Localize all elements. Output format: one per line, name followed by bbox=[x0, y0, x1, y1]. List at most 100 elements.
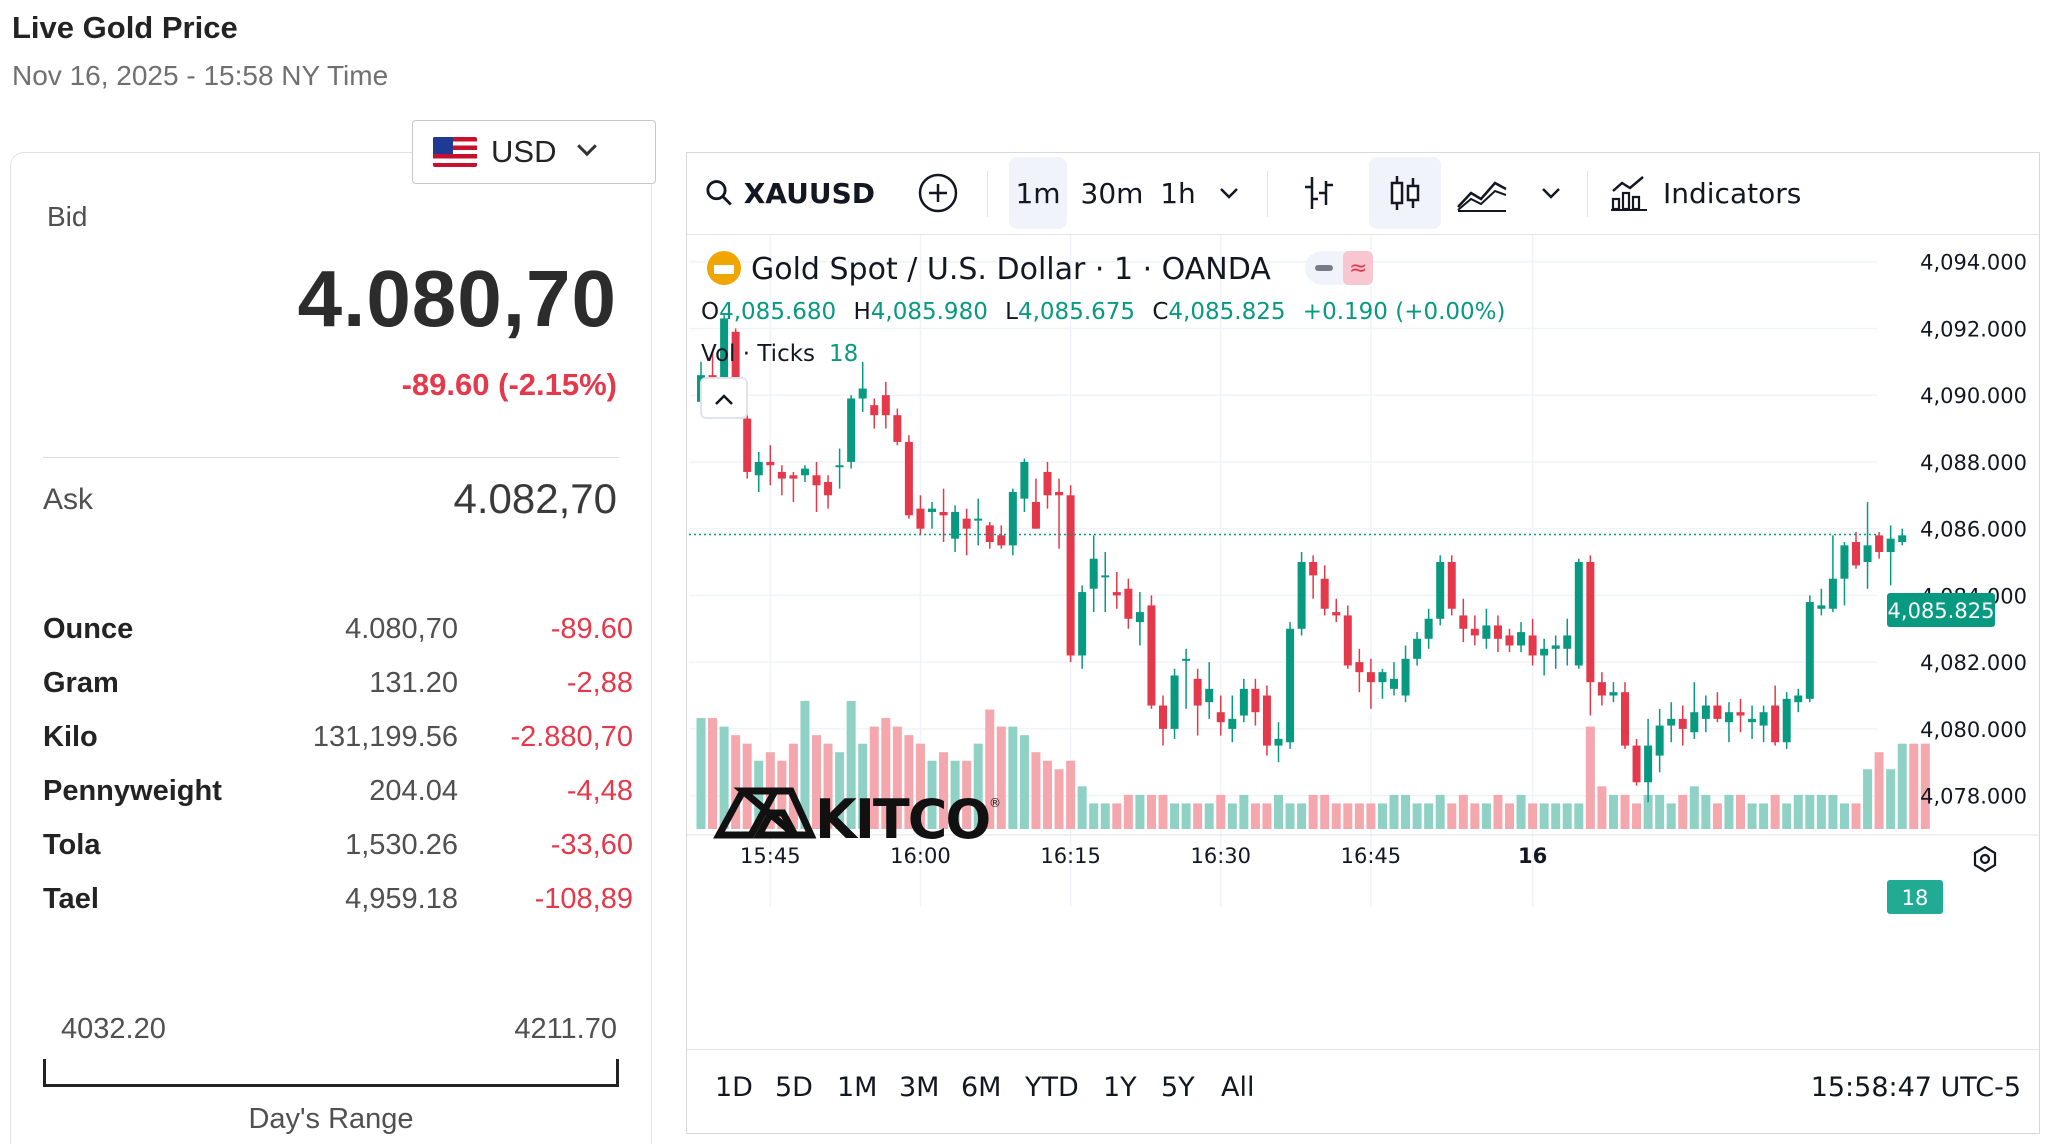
candle bbox=[1713, 692, 1722, 723]
volume-bar bbox=[1712, 803, 1722, 829]
volume-bar bbox=[719, 726, 729, 829]
kitco-logo: KITCO ® bbox=[713, 787, 1001, 851]
time-tick-label: 16:00 bbox=[890, 844, 951, 868]
volume-bar bbox=[927, 760, 937, 829]
candle bbox=[1309, 555, 1318, 599]
svg-text:KITCO: KITCO bbox=[815, 788, 989, 851]
range-5y[interactable]: 5Y bbox=[1161, 1072, 1195, 1103]
unit-name: Ounce bbox=[43, 613, 134, 645]
compare-add-button[interactable] bbox=[913, 157, 963, 229]
candlestick-icon bbox=[1390, 176, 1420, 210]
area-style-button[interactable] bbox=[1447, 157, 1517, 229]
volume-bar bbox=[1262, 803, 1272, 829]
candle bbox=[997, 525, 1006, 549]
volume-bar bbox=[1377, 803, 1387, 829]
chevron-down-icon bbox=[1220, 188, 1238, 199]
unit-price: 1,530.26 bbox=[345, 829, 458, 861]
volume-bar bbox=[1643, 794, 1653, 829]
candle bbox=[893, 408, 902, 446]
candle bbox=[1447, 555, 1456, 616]
candle bbox=[1135, 592, 1144, 646]
range-6m[interactable]: 6M bbox=[961, 1072, 1002, 1103]
range-3m[interactable]: 3M bbox=[899, 1072, 940, 1103]
candle bbox=[1724, 702, 1733, 743]
page-subtitle: Nov 16, 2025 - 15:58 NY Time bbox=[12, 60, 389, 91]
range-1d[interactable]: 1D bbox=[715, 1072, 753, 1103]
interval-dropdown[interactable] bbox=[1209, 157, 1249, 229]
candle bbox=[928, 501, 936, 529]
candle bbox=[1482, 608, 1491, 649]
price-tick-label: 4,090.000 bbox=[1920, 384, 2027, 408]
candle bbox=[1805, 595, 1814, 703]
candle bbox=[1875, 532, 1884, 559]
volume-bar bbox=[1412, 803, 1422, 829]
volume-bar bbox=[1320, 794, 1330, 829]
range-1m[interactable]: 1M bbox=[837, 1072, 878, 1103]
candle bbox=[1632, 738, 1641, 786]
volume-bar bbox=[1297, 803, 1307, 829]
range-1y[interactable]: 1Y bbox=[1103, 1072, 1137, 1103]
unit-price: 204.04 bbox=[369, 775, 458, 807]
volume-bar bbox=[1193, 803, 1203, 829]
chart-style-dropdown[interactable] bbox=[1531, 157, 1571, 229]
volume-bar bbox=[823, 743, 833, 829]
volume-bar bbox=[1447, 803, 1457, 829]
bid-label: Bid bbox=[47, 201, 88, 232]
candle bbox=[1205, 662, 1214, 719]
interval-1h[interactable]: 1h bbox=[1160, 176, 1196, 210]
volume-bar bbox=[1828, 794, 1838, 829]
symbol-search[interactable]: XAUUSD bbox=[705, 157, 875, 229]
candle bbox=[1390, 662, 1398, 696]
candle bbox=[1840, 542, 1849, 606]
range-5d[interactable]: 5D bbox=[775, 1072, 813, 1103]
volume-bar bbox=[1608, 794, 1618, 829]
volume-bar bbox=[1620, 794, 1630, 829]
us-flag-icon bbox=[433, 137, 477, 167]
volume-bar bbox=[892, 726, 902, 829]
unit-row-kilo: Kilo 131,199.56 -2.880,70 bbox=[43, 721, 633, 775]
volume-bar bbox=[1689, 786, 1699, 829]
volume-bar bbox=[1863, 769, 1873, 829]
bar-style-button[interactable] bbox=[1291, 157, 1347, 229]
toolbar-separator bbox=[1267, 171, 1268, 217]
price-chart[interactable]: 4,094.000 4,092.000 4,090.000 4,088.000 4,08… bbox=[687, 235, 2040, 1053]
interval-1m[interactable]: 1m bbox=[1009, 157, 1067, 229]
candle bbox=[916, 495, 925, 536]
candle bbox=[1748, 705, 1757, 739]
candles-style-button[interactable] bbox=[1369, 157, 1441, 229]
volume-bar bbox=[1516, 794, 1526, 829]
volume-bar bbox=[1424, 803, 1434, 829]
unit-row-tola: Tola 1,530.26 -33,60 bbox=[43, 829, 633, 883]
svg-text:≈: ≈ bbox=[1349, 256, 1367, 281]
candle bbox=[1424, 608, 1433, 649]
volume-bar bbox=[904, 735, 914, 829]
candle bbox=[870, 398, 879, 429]
volume-bar bbox=[1874, 752, 1884, 829]
candle bbox=[1459, 598, 1468, 643]
candle bbox=[1540, 638, 1549, 676]
volume-bar bbox=[1043, 760, 1052, 829]
candle bbox=[1332, 598, 1341, 623]
price-tick-label: 4,088.000 bbox=[1920, 451, 2027, 475]
candle bbox=[1159, 695, 1167, 746]
chart-legend: Gold Spot / U.S. Dollar · 1 · OANDA ≈ O4… bbox=[700, 251, 1506, 419]
candle bbox=[1193, 668, 1202, 736]
volume-bar bbox=[869, 726, 879, 829]
candle bbox=[1286, 622, 1295, 749]
volume-bar bbox=[1331, 803, 1341, 829]
candle bbox=[1817, 588, 1826, 616]
candle bbox=[974, 498, 983, 546]
range-ytd[interactable]: YTD bbox=[1025, 1072, 1079, 1103]
unit-row-ounce: Ounce 4.080,70 -89.60 bbox=[43, 613, 633, 667]
volume-bar bbox=[973, 743, 983, 829]
currency-dropdown[interactable]: USD bbox=[412, 120, 656, 184]
indicators-button[interactable]: Indicators bbox=[1609, 157, 1819, 229]
chart-widget: XAUUSD 1m 30m 1h Indicators bbox=[686, 152, 2040, 1134]
gear-icon[interactable] bbox=[1973, 845, 1997, 873]
collapse-legend-button[interactable] bbox=[700, 377, 748, 419]
time-tick-label: 16:30 bbox=[1190, 844, 1251, 868]
interval-30m[interactable]: 30m bbox=[1080, 176, 1144, 210]
unit-change: -33,60 bbox=[550, 829, 633, 861]
range-all[interactable]: All bbox=[1221, 1072, 1255, 1103]
volume-bar bbox=[1793, 794, 1803, 829]
